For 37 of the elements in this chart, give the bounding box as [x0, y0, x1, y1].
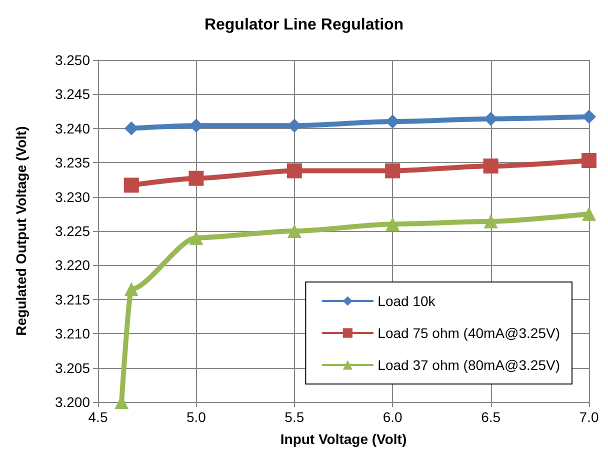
point: [582, 153, 596, 168]
point: [582, 206, 596, 221]
y-tick-label: 3.250: [54, 52, 90, 68]
y-tick-label: 3.235: [54, 154, 90, 171]
y-axis-title: Regulated Output Voltage (Volt): [13, 126, 29, 336]
x-tick-label: 6.5: [481, 409, 501, 425]
point: [188, 170, 204, 186]
y-tick-label: 3.240: [54, 120, 90, 136]
point: [124, 121, 138, 136]
point: [124, 178, 139, 193]
y-tick-label: 3.210: [54, 326, 90, 342]
y-tick-label: 3.220: [54, 257, 90, 274]
point: [483, 158, 498, 174]
x-tick-label: 6.0: [382, 409, 403, 425]
legend-label: Load 75 ohm (40mA@3.25V): [378, 325, 560, 341]
y-tick-label: 3.225: [54, 223, 90, 239]
legend-label: Load 10k: [378, 293, 436, 309]
point: [286, 163, 302, 178]
chart-title: Regulator Line Regulation: [204, 16, 404, 34]
point: [189, 230, 204, 245]
x-tick-label: 4.5: [88, 409, 108, 425]
x-tick-label: 5.0: [186, 409, 206, 425]
x-axis-title: Input Voltage (Volt): [280, 431, 407, 447]
y-tick-label: 3.200: [54, 394, 90, 410]
x-tick-label: 7.0: [579, 409, 599, 425]
y-tick-label: 3.245: [54, 86, 90, 102]
legend-label: Load 37 ohm (80mA@3.25V): [378, 357, 560, 373]
point: [386, 217, 400, 232]
point: [287, 224, 302, 238]
point: [582, 110, 596, 124]
y-tick-label: 3.230: [54, 188, 90, 205]
y-tick-label: 3.215: [54, 291, 90, 308]
x-tick-label: 5.5: [284, 409, 304, 425]
point: [385, 163, 400, 178]
point: [484, 214, 498, 228]
y-tick-label: 3.205: [54, 360, 90, 376]
point: [124, 282, 138, 296]
